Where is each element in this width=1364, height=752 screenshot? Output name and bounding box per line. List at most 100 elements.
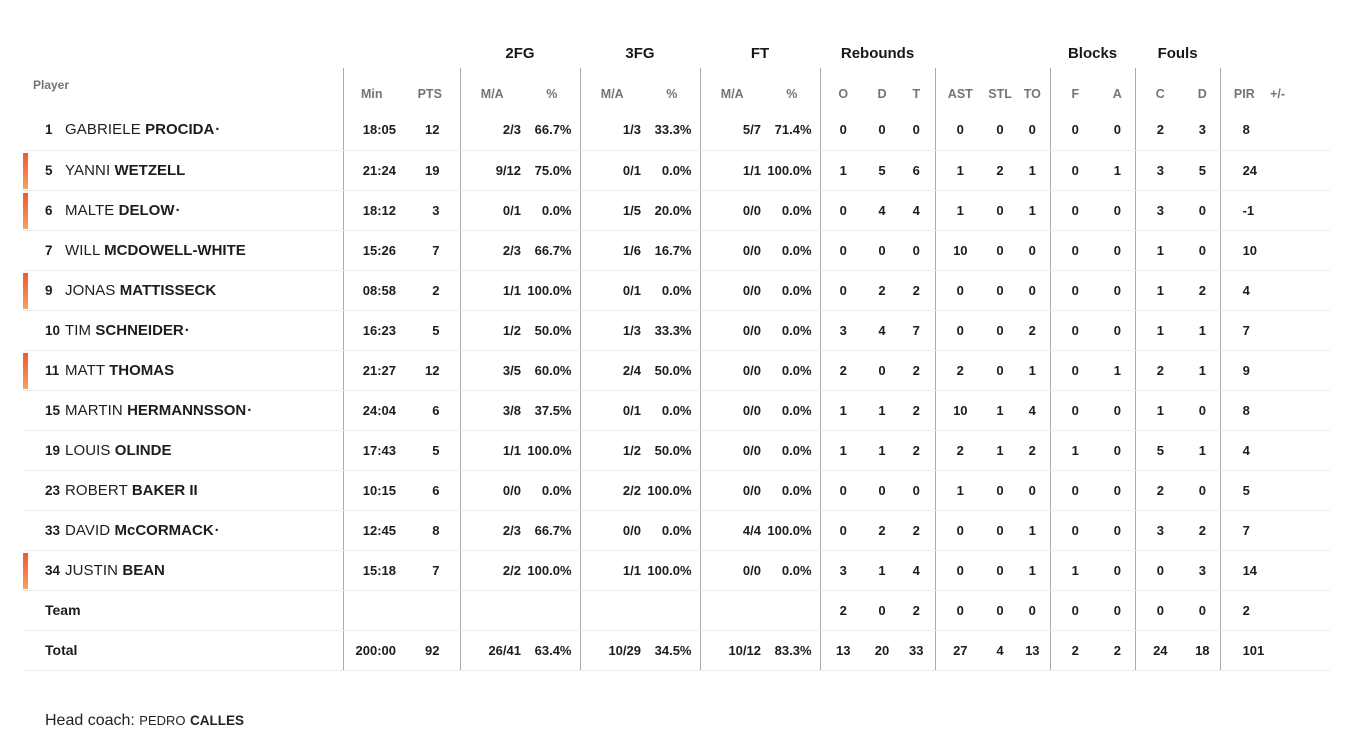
cell-ft_pct: 71.4%	[764, 110, 821, 151]
cell-min: 10:15	[343, 470, 400, 511]
cell-min: 21:27	[343, 350, 400, 391]
cell-foul_c: 24	[1135, 630, 1186, 671]
cell-to: 1	[1015, 350, 1051, 391]
player-cell: 33 DAVID McCORMACK·	[23, 510, 344, 551]
cell-fg2_ma	[460, 590, 524, 631]
cell-ft_ma: 0/0	[700, 190, 764, 231]
player-row: 19 LOUIS OLINDE 17:43 5 1/1 100.0% 1/2 50.0% 0/0…	[23, 430, 1331, 471]
cell-ft_pct: 0.0%	[764, 550, 821, 591]
cell-reb_d: 4	[866, 310, 899, 351]
cell-min: 18:12	[343, 190, 400, 231]
col-header-reb-o: O	[838, 87, 849, 101]
player-row: 23 ROBERT BAKER II 10:15 6 0/0 0.0% 2/2 100.0% 0…	[23, 470, 1331, 511]
cell-pm	[1268, 230, 1331, 271]
cell-reb_t: 2	[898, 430, 936, 471]
cell-to: 2	[1015, 310, 1051, 351]
col-header-3fg-pct: %	[644, 68, 701, 110]
total-row: Total 200:00 92 26/41 63.4% 10/29 34.5% 10/12 83…	[23, 630, 1331, 671]
cell-foul_c: 0	[1135, 550, 1186, 591]
player-cell: 7 WILL MCDOWELL-WHITE	[23, 230, 344, 271]
cell-blk_f: 0	[1050, 310, 1101, 351]
cell-fg3_ma	[580, 590, 644, 631]
coach-first-name: PEDRO	[139, 712, 186, 728]
cell-ast: 0	[935, 110, 986, 151]
col-header-2fg-pct: %	[524, 68, 581, 110]
cell-ft_ma: 5/7	[700, 110, 764, 151]
cell-ft_pct: 100.0%	[764, 510, 821, 551]
cell-blk_a: 0	[1100, 470, 1136, 511]
cell-blk_f: 0	[1050, 470, 1101, 511]
cell-ft_ma: 0/0	[700, 430, 764, 471]
cell-foul_d: 0	[1185, 590, 1221, 631]
player-first-name: YANNI	[65, 161, 115, 179]
head-coach-label: Head coach:	[45, 711, 135, 729]
cell-ast: 1	[935, 190, 986, 231]
cell-to: 0	[1015, 470, 1051, 511]
cell-ft_pct: 83.3%	[764, 630, 821, 671]
cell-fg3_ma: 0/0	[580, 510, 644, 551]
cell-pir: 9	[1220, 350, 1269, 391]
cell-fg2_ma: 2/2	[460, 550, 524, 591]
player-marker-dot: ·	[214, 521, 220, 539]
cell-foul_d: 0	[1185, 390, 1221, 431]
cell-blk_f: 1	[1050, 430, 1101, 471]
cell-pm	[1268, 190, 1331, 231]
cell-fg3_pct: 16.7%	[644, 230, 701, 271]
player-last-name: THOMAS	[109, 361, 175, 379]
cell-blk_f: 0	[1050, 390, 1101, 431]
cell-fg3_ma: 2/2	[580, 470, 644, 511]
cell-stl: 4	[985, 630, 1016, 671]
cell-pm	[1268, 150, 1331, 191]
on-court-indicator	[23, 552, 28, 589]
stat-group-header-row: 2FG 3FG FT Rebounds Blocks Fouls	[23, 36, 1330, 68]
cell-pts: 12	[400, 350, 461, 391]
jersey-number: 33	[45, 522, 61, 538]
col-header-reb-t: T	[898, 68, 936, 110]
cell-min: 17:43	[343, 430, 400, 471]
cell-reb_d: 1	[866, 430, 899, 471]
cell-ft_pct: 0.0%	[764, 390, 821, 431]
player-marker-dot: ·	[247, 401, 253, 419]
cell-reb_d: 4	[866, 190, 899, 231]
cell-foul_d: 1	[1185, 430, 1221, 471]
cell-foul_d: 0	[1185, 230, 1221, 271]
cell-fg2_ma: 1/2	[460, 310, 524, 351]
player-cell: 23 ROBERT BAKER II	[23, 470, 344, 511]
cell-fg2_pct: 60.0%	[524, 350, 581, 391]
cell-foul_c: 3	[1135, 190, 1186, 231]
cell-reb_t: 0	[898, 230, 936, 271]
cell-ft_pct: 0.0%	[764, 430, 821, 471]
col-header-ast: AST	[947, 87, 973, 101]
cell-fg2_ma: 3/5	[460, 350, 524, 391]
player-marker-dot: ·	[175, 201, 181, 219]
player-last-name: PROCIDA	[145, 121, 215, 139]
cell-stl: 0	[985, 590, 1016, 631]
cell-pir: 4	[1220, 270, 1269, 311]
cell-pts: 5	[400, 430, 461, 471]
jersey-number: 10	[45, 322, 61, 338]
cell-blk_f: 2	[1050, 630, 1101, 671]
player-first-name: DAVID	[65, 521, 115, 539]
cell-reb_t: 2	[898, 270, 936, 311]
cell-pm	[1268, 550, 1331, 591]
cell-ast: 2	[935, 430, 986, 471]
cell-pir: 101	[1220, 630, 1269, 671]
cell-ft_pct: 100.0%	[764, 150, 821, 191]
cell-fg3_pct: 100.0%	[644, 550, 701, 591]
cell-fg3_ma: 0/1	[580, 150, 644, 191]
on-court-indicator	[23, 152, 28, 189]
jersey-number: 7	[45, 242, 53, 258]
cell-fg3_ma: 1/2	[580, 430, 644, 471]
cell-fg2_ma: 0/1	[460, 190, 524, 231]
col-header-plus-minus: +/-	[1270, 87, 1285, 101]
cell-pm	[1268, 110, 1331, 151]
cell-ft_ma: 0/0	[700, 270, 764, 311]
cell-stl: 0	[985, 270, 1016, 311]
cell-fg2_pct: 63.4%	[524, 630, 581, 671]
cell-fg2_ma: 26/41	[460, 630, 524, 671]
cell-blk_a: 0	[1100, 190, 1136, 231]
cell-fg3_pct: 33.3%	[644, 310, 701, 351]
jersey-number: 9	[45, 282, 53, 298]
cell-foul_c: 1	[1135, 390, 1186, 431]
cell-fg3_ma: 1/3	[580, 310, 644, 351]
